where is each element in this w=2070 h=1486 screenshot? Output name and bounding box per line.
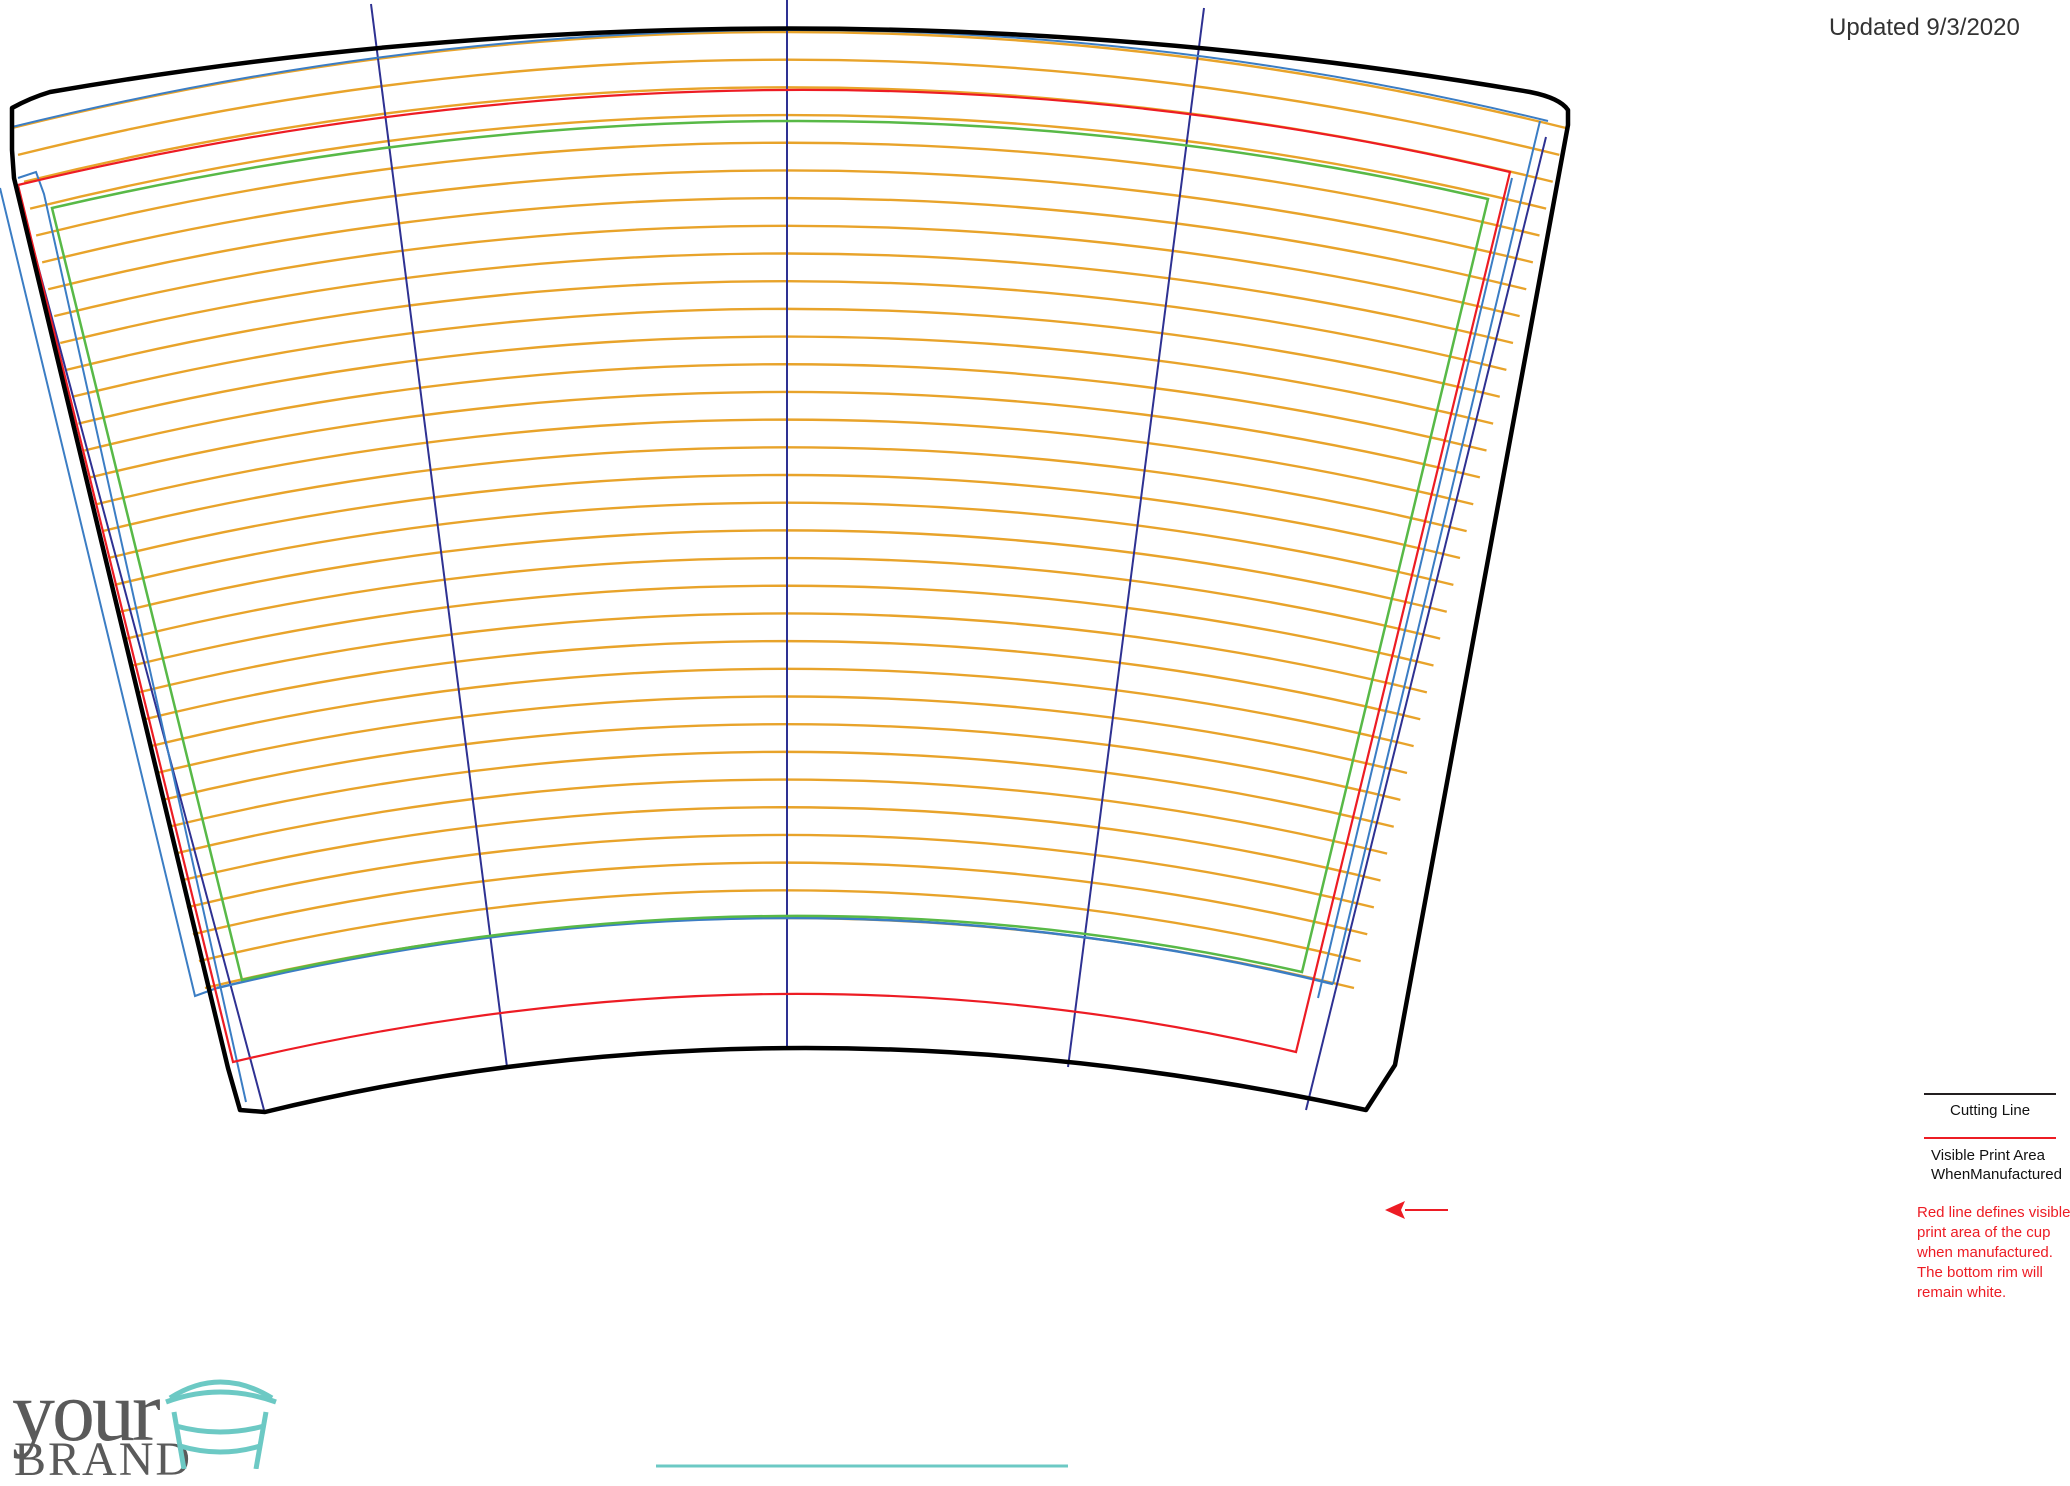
guide-arc-20: [126, 556, 1441, 640]
guide-arc-18: [114, 501, 1454, 587]
guide-arc-25: [156, 695, 1408, 775]
arrow-head-icon: [1385, 1201, 1405, 1219]
guide-arc-27: [168, 750, 1395, 828]
guide-arc-22: [138, 612, 1428, 694]
guide-arc-12: [78, 335, 1494, 425]
guide-arc-17: [108, 473, 1461, 560]
legend-swatch-print-area: [1924, 1137, 2056, 1139]
coffee-cup-logo-icon: [165, 1379, 277, 1469]
logo-word-your: your: [12, 1363, 161, 1459]
legend-swatch-cutting-line: [1924, 1093, 2056, 1095]
radial-guide-4: [14, 179, 265, 1111]
print-area-note: Red line defines visible print area of t…: [1917, 1204, 2070, 1301]
bleed-right-inner: [1317, 177, 1513, 999]
bleed-left-edge: [0, 187, 218, 998]
radial-guides: [14, 0, 1547, 1111]
guide-arc-16: [102, 446, 1467, 533]
legend-label-cutting-line: Cutting Line: [1950, 1102, 2031, 1119]
bleed-bottom-arc: [216, 916, 1334, 990]
guide-arc-24: [150, 667, 1414, 748]
radial-guide-2: [370, 3, 508, 1068]
guide-arc-32: [198, 889, 1361, 963]
guide-arc-15: [96, 418, 1474, 506]
print-area-outline: [16, 88, 1512, 1064]
safe-area-outline: [50, 119, 1490, 982]
guide-arc-26: [162, 722, 1401, 802]
template-outlines: [0, 26, 1571, 1468]
cutting-line-outline: [9, 26, 1571, 1115]
guide-arc-1: [11, 30, 1567, 130]
bleed-left-inner: [17, 170, 247, 1103]
legend-label-print-area: Visible Print Area WhenManufactured: [1931, 1147, 2062, 1183]
bleed-right-edge: [1332, 120, 1541, 985]
guide-arc-29: [180, 806, 1381, 882]
guide-arc-4: [29, 113, 1547, 210]
guide-arc-21: [132, 584, 1434, 667]
guide-arc-2: [17, 58, 1560, 157]
guide-arc-30: [186, 833, 1375, 909]
radial-guide-5: [1305, 136, 1547, 1111]
radial-guide-3: [1067, 7, 1205, 1068]
guide-arc-23: [144, 639, 1421, 721]
guide-arc-31: [192, 861, 1368, 936]
guide-arc-19: [120, 529, 1448, 613]
guide-arc-28: [174, 778, 1388, 855]
bleed-top-arc: [11, 29, 1549, 128]
updated-date: Updated 9/3/2020: [1829, 14, 2020, 41]
